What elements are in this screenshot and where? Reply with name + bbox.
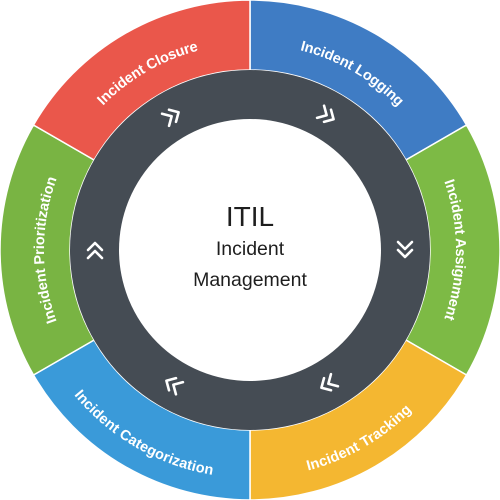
chevron-stroke — [160, 112, 173, 128]
chevron-stroke — [172, 380, 185, 396]
center-subtitle-line2: Management — [193, 269, 307, 291]
chevron-stroke — [396, 248, 414, 259]
chevron-stroke — [396, 240, 414, 251]
double-chevron-icon — [165, 376, 185, 396]
double-chevron-icon — [320, 372, 340, 392]
double-chevron-icon — [86, 241, 104, 260]
double-chevron-icon — [396, 240, 414, 259]
chevron-stroke — [322, 108, 335, 124]
center-title: ITIL — [226, 201, 274, 232]
chevron-stroke — [165, 376, 178, 392]
chevron-stroke — [86, 241, 104, 252]
chevron-stroke — [86, 249, 104, 260]
double-chevron-icon — [315, 104, 335, 124]
center-disc — [119, 119, 381, 381]
double-chevron-icon — [160, 108, 180, 128]
center-subtitle-line1: Incident — [216, 238, 285, 260]
chevron-stroke — [320, 376, 333, 392]
arrows-layer — [86, 104, 414, 396]
chevron-stroke — [315, 104, 328, 120]
chevron-stroke — [327, 372, 340, 388]
chevron-stroke — [167, 108, 180, 124]
